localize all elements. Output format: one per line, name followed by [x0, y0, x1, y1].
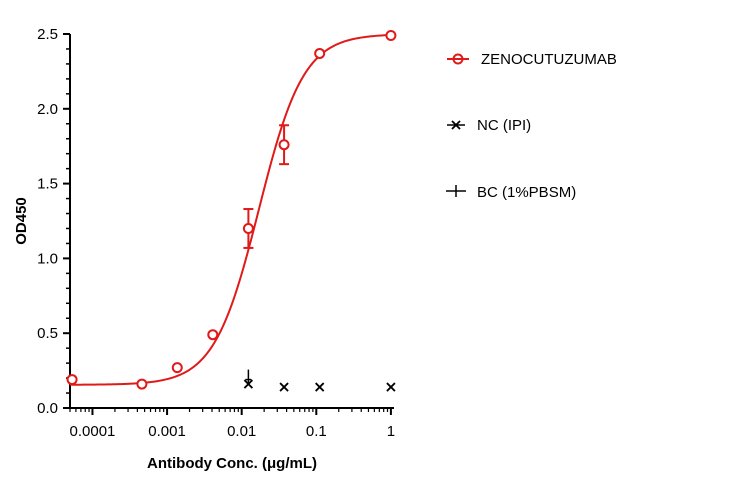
legend-entry-zenocutuzumab: ZENOCUTUZUMAB	[447, 51, 617, 68]
marker-stroke	[386, 382, 396, 392]
y-ticks: 0.0 0.5 1.0 1.5 2.0 2.5	[37, 26, 70, 417]
y-tick-label: 0.5	[37, 325, 58, 342]
marker-stroke	[243, 379, 254, 389]
data-point-nc	[243, 379, 254, 389]
data-point-zenocutuzumab	[136, 378, 148, 390]
x-axis-title: Antibody Conc. (μg/mL)	[147, 455, 317, 472]
legend-label-bc: BC (1%PBSM)	[477, 184, 576, 201]
data-point-zenocutuzumab	[171, 362, 183, 374]
data-point-zenocutuzumab	[66, 374, 78, 386]
data-point-nc	[279, 382, 289, 392]
x-ticks: 0.0001 0.001 0.01 0.1 1	[69, 408, 395, 440]
legend-marker-circle	[452, 53, 464, 65]
data-point-zenocutuzumab	[314, 47, 326, 59]
data-point-nc	[386, 382, 396, 392]
data-point-nc	[315, 382, 325, 392]
x-tick-label: 0.001	[148, 423, 186, 440]
data-point-zenocutuzumab	[207, 329, 219, 341]
data-point-zenocutuzumab	[242, 222, 254, 234]
y-tick-label: 2.0	[37, 101, 58, 118]
x-tick-label: 0.01	[227, 423, 256, 440]
marker-stroke	[279, 382, 289, 392]
x-tick-label: 0.0001	[70, 423, 116, 440]
y-tick-label: 1.0	[37, 250, 58, 267]
x-tick-label: 1	[387, 423, 395, 440]
legend-label-zenocutuzumab: ZENOCUTUZUMAB	[481, 51, 617, 68]
x-tick-label: 0.1	[306, 423, 327, 440]
plot-area	[66, 29, 397, 392]
legend: ZENOCUTUZUMAB NC (IPI) BC (1%PBSM)	[446, 51, 617, 201]
y-axis-title: OD450	[13, 197, 30, 245]
marker-stroke	[315, 382, 325, 392]
legend-entry-bc: BC (1%PBSM)	[446, 184, 576, 201]
legend-label-nc: NC (IPI)	[477, 117, 531, 134]
y-tick-label: 0.0	[37, 400, 58, 417]
y-tick-label: 2.5	[37, 26, 58, 43]
data-point-bc	[245, 369, 252, 384]
y-tick-label: 1.5	[37, 176, 58, 193]
legend-entry-nc: NC (IPI)	[447, 117, 531, 134]
fit-curve-zenocutuzumab	[69, 33, 391, 386]
axes	[69, 34, 394, 409]
data-point-zenocutuzumab	[385, 29, 397, 41]
data-point-zenocutuzumab	[278, 139, 290, 151]
